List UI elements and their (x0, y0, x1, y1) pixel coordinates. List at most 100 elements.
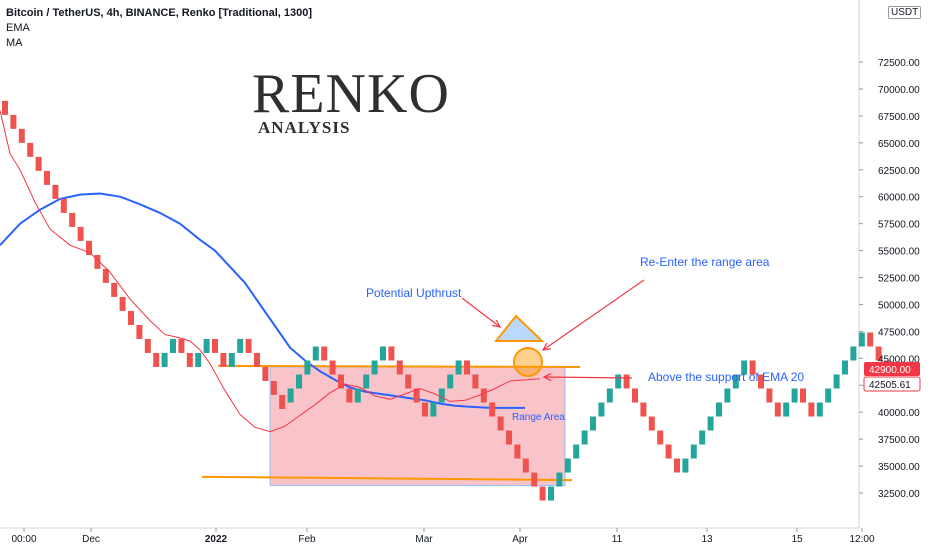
renko-brick (522, 458, 529, 473)
support-line (201, 475, 573, 482)
ema-line (0, 110, 541, 433)
renko-brick (842, 360, 848, 375)
renko-brick (405, 374, 412, 389)
renko-brick (615, 374, 622, 389)
ma-line (0, 192, 525, 409)
price-tick-label: 32500.00 (878, 489, 920, 500)
renko-brick (464, 360, 470, 375)
renko-brick (749, 360, 756, 375)
ema-price-label: 42505.61 (869, 380, 911, 391)
renko-brick (531, 472, 538, 487)
price-tick-label: 52500.00 (878, 274, 920, 285)
renko-brick (220, 352, 227, 367)
brand-title: RENKO (252, 63, 450, 125)
ma-legend-item[interactable]: MA (6, 37, 23, 49)
renko-brick (497, 416, 504, 431)
renko-brick (27, 142, 34, 157)
renko-brick (153, 352, 160, 367)
renko-brick (783, 402, 790, 417)
renko-brick (858, 332, 865, 347)
renko-brick (10, 114, 17, 129)
renko-brick (573, 444, 580, 459)
time-tick-label: 11 (612, 534, 623, 545)
renko-brick (598, 402, 605, 417)
renko-brick (195, 352, 202, 367)
time-tick-label: 2022 (205, 534, 228, 545)
renko-brick (472, 374, 479, 389)
grid (0, 0, 860, 529)
renko-brick (732, 374, 739, 389)
renko-brick (766, 388, 773, 403)
renko-brick (128, 310, 134, 325)
time-tick-label: Mar (415, 534, 433, 545)
price-tick-label: 55000.00 (878, 247, 920, 258)
renko-brick (329, 360, 336, 375)
renko-brick (539, 486, 546, 501)
renko-brick (741, 360, 748, 375)
price-tags: 42900.00 42505.61 (863, 362, 921, 392)
annotation-potential-upthrust: Potential Upthrust (366, 286, 462, 300)
ema-legend-item[interactable]: EMA (6, 22, 30, 34)
renko-brick (447, 374, 454, 389)
renko-brick (245, 338, 252, 353)
renko-brick (380, 346, 386, 361)
price-axis[interactable]: 32500.0035000.0037500.0040000.0042500.00… (859, 58, 920, 500)
renko-brick (506, 430, 512, 445)
renko-brick (606, 388, 613, 403)
renko-brick (867, 332, 874, 347)
price-tick-label: 65000.00 (878, 139, 920, 150)
symbol-title[interactable]: Bitcoin / TetherUS, 4h, BINANCE, Renko [… (6, 7, 313, 19)
time-tick-label: 15 (791, 534, 803, 545)
renko-brick (758, 374, 764, 389)
renko-brick (581, 430, 588, 445)
renko-brick (455, 360, 462, 375)
renko-brick (254, 352, 260, 367)
renko-brick (674, 458, 680, 473)
renko-brick (422, 402, 428, 417)
renko-brick (178, 338, 185, 353)
price-tick-label: 60000.00 (878, 193, 920, 204)
price-tick-label: 40000.00 (878, 408, 920, 419)
renko-brick (119, 296, 126, 311)
brand-subtitle: ANALYSIS (258, 118, 351, 137)
renko-brick (690, 444, 697, 459)
renko-brick (875, 346, 882, 361)
last-price-tag (864, 362, 920, 376)
renko-brick (808, 402, 815, 417)
renko-brick (564, 458, 571, 473)
renko-brick (371, 360, 378, 375)
renko-brick (279, 394, 286, 409)
renko-brick (86, 240, 92, 255)
renko-brick (203, 338, 210, 353)
renko-brick (346, 388, 353, 403)
time-tick-label: 13 (701, 534, 713, 545)
renko-brick (69, 212, 76, 227)
last-price-label: 42900.00 (869, 365, 911, 376)
reenter-circle (513, 347, 543, 377)
renko-brick (791, 388, 798, 403)
renko-brick (237, 338, 244, 353)
currency-badge[interactable]: USDT (888, 6, 922, 19)
renko-brick (480, 388, 487, 403)
renko-brick (825, 388, 832, 403)
renko-brick (665, 444, 672, 459)
time-tick-label: 12:00 (849, 534, 874, 545)
price-tick-label: 47500.00 (878, 327, 920, 338)
renko-brick (262, 366, 269, 381)
renko-brick (623, 374, 630, 389)
renko-brick (111, 282, 118, 297)
annotation-ema-support: Above the support of EMA 20 (648, 370, 804, 384)
renko-brick (296, 374, 302, 389)
renko-brick (816, 402, 823, 417)
renko-brick (396, 360, 403, 375)
renko-brick (489, 402, 496, 417)
renko-brick (161, 352, 168, 367)
range-area-box (269, 366, 566, 486)
renko-brick (800, 388, 806, 403)
price-tick-label: 37500.00 (878, 435, 920, 446)
renko-brick (144, 338, 151, 353)
renko-brick (724, 388, 731, 403)
time-axis[interactable]: 00:00 Dec 2022 Feb Mar Apr 11 13 15 12:00 (11, 528, 875, 545)
renko-brick (413, 388, 420, 403)
